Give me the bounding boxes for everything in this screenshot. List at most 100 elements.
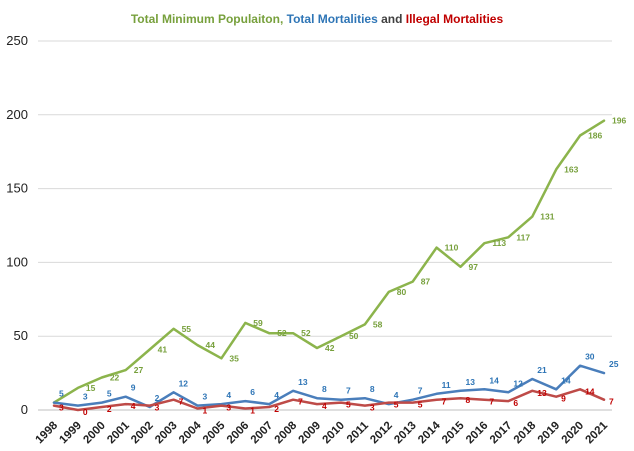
data-label: 87 <box>421 277 431 287</box>
data-label: 186 <box>588 130 602 140</box>
data-point <box>292 332 294 335</box>
data-point <box>292 390 294 392</box>
data-point <box>101 406 103 408</box>
data-point <box>411 398 414 401</box>
data-point <box>411 401 414 404</box>
data-point <box>172 398 175 401</box>
data-label: 7 <box>489 397 494 407</box>
data-label: 42 <box>325 343 335 353</box>
y-tick-label: 100 <box>6 254 28 269</box>
data-label: 6 <box>513 398 518 408</box>
data-label: 3 <box>370 403 375 413</box>
data-label: 7 <box>298 397 303 407</box>
chart-title-part: Total Mortalities <box>286 12 378 26</box>
data-label: 7 <box>179 397 184 407</box>
data-label: 1 <box>250 406 255 416</box>
x-tick-label: 2013 <box>392 420 419 447</box>
x-tick-label: 2002 <box>129 420 156 447</box>
data-point <box>77 387 79 389</box>
data-point <box>244 322 247 324</box>
data-point <box>340 401 342 404</box>
data-point <box>483 388 486 391</box>
data-point <box>507 391 510 394</box>
data-label: 3 <box>83 392 88 402</box>
x-tick-label: 1999 <box>57 420 84 447</box>
x-tick-label: 2020 <box>560 420 587 447</box>
x-tick-label: 2000 <box>81 420 108 447</box>
data-label: 52 <box>277 328 287 338</box>
data-point <box>196 404 199 407</box>
data-label: 2 <box>107 404 112 414</box>
data-point <box>603 119 605 122</box>
data-point <box>196 407 199 410</box>
data-label: 13 <box>298 377 308 387</box>
y-tick-label: 250 <box>6 33 28 48</box>
data-point <box>268 403 271 405</box>
x-tick-label: 2003 <box>153 420 180 447</box>
data-point <box>101 376 103 379</box>
data-label: 4 <box>274 390 279 400</box>
x-tick-label: 2005 <box>201 419 228 446</box>
data-label: 5 <box>59 389 64 399</box>
data-label: 8 <box>370 384 375 394</box>
y-tick-label: 200 <box>6 107 28 122</box>
data-point <box>77 409 79 411</box>
data-point <box>387 401 390 404</box>
data-label: 4 <box>131 401 136 411</box>
data-point <box>603 398 605 401</box>
data-label: 0 <box>83 407 88 417</box>
x-tick-label: 2017 <box>488 420 515 447</box>
x-axis: 1998199920002001200220032004200520062007… <box>34 419 611 446</box>
data-label: 14 <box>489 375 499 385</box>
data-point <box>148 348 151 351</box>
data-label: 5 <box>394 400 399 410</box>
data-point <box>459 397 462 399</box>
data-point <box>268 406 271 408</box>
data-point <box>411 280 414 283</box>
x-tick-label: 2019 <box>536 420 563 447</box>
data-point <box>364 397 366 399</box>
data-label: 52 <box>301 328 311 338</box>
chart-title-part: and <box>377 12 406 26</box>
data-point <box>101 401 103 404</box>
data-point <box>579 364 581 367</box>
data-point <box>579 134 581 137</box>
data-point <box>483 398 486 401</box>
data-point <box>364 323 366 326</box>
data-point <box>148 404 151 407</box>
data-label: 3 <box>155 403 160 413</box>
data-point <box>53 404 55 407</box>
y-tick-label: 50 <box>14 328 28 343</box>
data-point <box>459 266 462 268</box>
data-point <box>53 401 55 404</box>
data-label: 12 <box>179 378 189 388</box>
x-tick-label: 2015 <box>440 419 467 446</box>
data-point <box>196 344 199 346</box>
data-label: 5 <box>346 400 351 410</box>
x-tick-label: 2021 <box>584 419 611 446</box>
x-tick-label: 2004 <box>177 419 204 446</box>
data-label: 1 <box>202 406 207 416</box>
data-label: 30 <box>585 352 595 362</box>
data-point <box>172 391 175 394</box>
series-line-2 <box>52 388 606 412</box>
x-tick-label: 2009 <box>297 420 324 447</box>
data-label: 13 <box>537 388 547 398</box>
data-label: 9 <box>561 394 566 404</box>
data-label: 7 <box>442 397 447 407</box>
data-label: 163 <box>564 164 578 174</box>
data-label: 196 <box>612 116 626 126</box>
data-label: 27 <box>134 365 144 375</box>
data-point <box>555 168 557 171</box>
y-tick-label: 150 <box>6 181 28 196</box>
data-label: 22 <box>110 373 120 383</box>
data-point <box>220 404 223 407</box>
data-point <box>316 403 318 405</box>
data-point <box>555 388 557 391</box>
data-label: 14 <box>561 375 571 385</box>
series-lines <box>52 119 606 412</box>
data-point <box>124 403 127 405</box>
data-label: 117 <box>516 232 530 242</box>
data-label: 97 <box>469 262 479 272</box>
